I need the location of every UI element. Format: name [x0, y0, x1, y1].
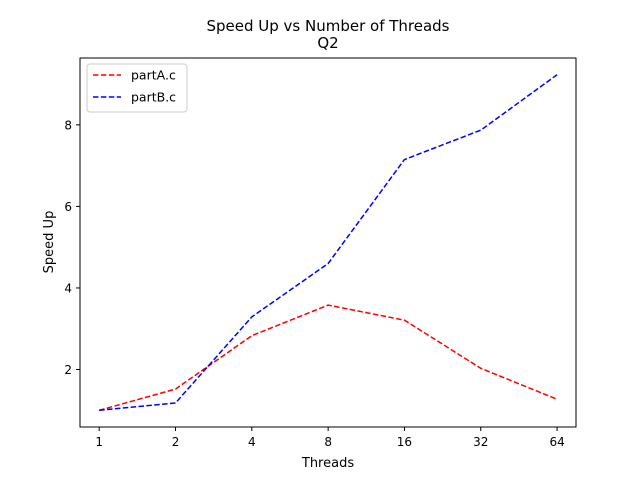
x-tick-label: 1	[95, 435, 103, 449]
x-axis-ticks: 1 2 4 8 16 32 64	[95, 427, 565, 449]
y-axis-ticks: 2 4 6 8	[64, 118, 80, 377]
x-axis-label: Threads	[301, 456, 354, 471]
y-tick-label: 6	[64, 200, 72, 214]
x-tick-label: 16	[397, 435, 412, 449]
y-tick-label: 8	[64, 118, 72, 132]
legend-label-partb: partB.c	[131, 90, 176, 105]
legend-box	[86, 63, 188, 113]
legend-label-parta: partA.c	[131, 68, 176, 83]
chart-subtitle: Q2	[317, 34, 338, 52]
x-tick-label: 2	[172, 435, 180, 449]
y-tick-label: 4	[64, 281, 72, 295]
x-tick-label: 64	[549, 435, 564, 449]
x-tick-label: 4	[248, 435, 256, 449]
y-axis-label: Speed Up	[42, 211, 57, 274]
series-line-partb-c	[99, 74, 558, 412]
chart-title: Speed Up vs Number of Threads	[206, 17, 449, 35]
legend: partA.c partB.c	[86, 63, 188, 113]
x-tick-label: 32	[473, 435, 488, 449]
series-line-parta-c	[98, 304, 558, 412]
plot-frame	[79, 57, 577, 428]
y-tick-label: 2	[64, 363, 72, 377]
x-tick-label: 8	[324, 435, 332, 449]
series-layer	[98, 74, 558, 412]
